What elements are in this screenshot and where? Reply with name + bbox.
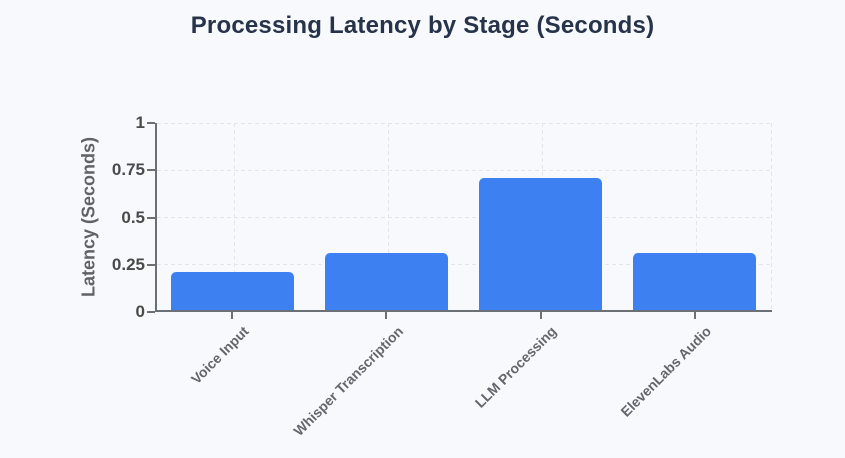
bar-elevenlabs-audio[interactable] — [633, 253, 757, 310]
x-tick-mark — [693, 312, 696, 319]
x-axis-label-whisper-transcription: Whisper Transcription — [289, 323, 406, 439]
plot-right-boundary — [771, 123, 772, 310]
h-gridline — [157, 169, 772, 171]
h-gridline — [157, 264, 772, 266]
v-gridline — [696, 123, 698, 310]
y-tick-mark — [147, 216, 155, 219]
chart-title: Processing Latency by Stage (Seconds) — [190, 12, 655, 39]
y-tick-mark — [147, 311, 155, 313]
bar-llm-processing[interactable] — [479, 178, 603, 310]
y-tick-label: 0.5 — [121, 207, 145, 227]
bar-whisper-transcription[interactable] — [324, 253, 448, 310]
h-gridline — [157, 122, 772, 124]
y-tick-mark — [147, 122, 155, 124]
y-tick-mark — [147, 263, 155, 266]
x-axis-label-elevenlabs-audio: ElevenLabs Audio — [617, 323, 715, 420]
y-tick-label: 0.75 — [111, 160, 145, 180]
v-gridline — [387, 123, 389, 310]
y-tick-mark — [147, 169, 155, 172]
plot-area — [155, 122, 772, 312]
bar-voice-input[interactable] — [170, 272, 294, 310]
x-axis-label-voice-input: Voice Input — [187, 323, 252, 387]
y-tick-label: 0 — [135, 302, 145, 321]
x-tick-mark — [231, 312, 234, 319]
x-tick-mark — [539, 312, 542, 319]
y-tick-label: 0.25 — [111, 254, 145, 274]
y-tick-label: 1 — [135, 113, 145, 132]
h-gridline — [157, 217, 772, 218]
x-tick-mark — [385, 312, 388, 319]
x-axis-label-llm-processing: LLM Processing — [472, 323, 560, 411]
v-gridline — [233, 123, 235, 310]
